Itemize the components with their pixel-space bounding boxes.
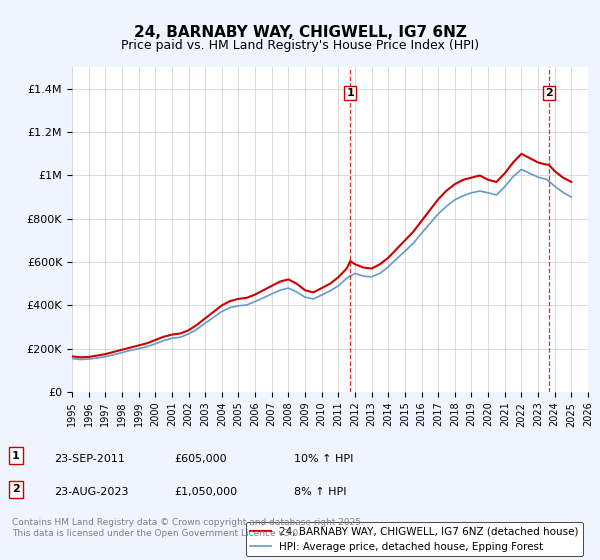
Legend: 24, BARNABY WAY, CHIGWELL, IG7 6NZ (detached house), HPI: Average price, detache: 24, BARNABY WAY, CHIGWELL, IG7 6NZ (deta…	[246, 522, 583, 556]
Text: 1: 1	[346, 88, 354, 98]
Text: Price paid vs. HM Land Registry's House Price Index (HPI): Price paid vs. HM Land Registry's House …	[121, 39, 479, 52]
Text: 2: 2	[545, 88, 553, 98]
Text: Contains HM Land Registry data © Crown copyright and database right 2025.
This d: Contains HM Land Registry data © Crown c…	[12, 518, 364, 538]
Text: 8% ↑ HPI: 8% ↑ HPI	[294, 487, 347, 497]
Text: 24, BARNABY WAY, CHIGWELL, IG7 6NZ: 24, BARNABY WAY, CHIGWELL, IG7 6NZ	[134, 25, 466, 40]
Text: 23-AUG-2023: 23-AUG-2023	[54, 487, 128, 497]
Text: 1: 1	[12, 451, 20, 461]
Text: £605,000: £605,000	[174, 454, 227, 464]
Text: £1,050,000: £1,050,000	[174, 487, 237, 497]
Text: 2: 2	[12, 484, 20, 494]
Text: 23-SEP-2011: 23-SEP-2011	[54, 454, 125, 464]
Text: 10% ↑ HPI: 10% ↑ HPI	[294, 454, 353, 464]
